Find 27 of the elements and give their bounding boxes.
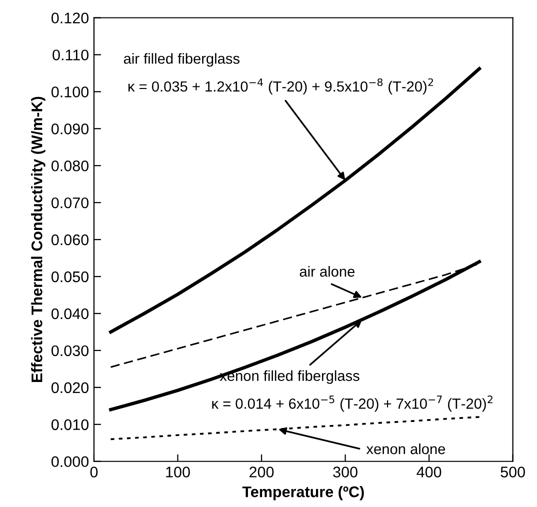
y-tick-label: 0.070 <box>51 197 89 208</box>
annotation: κ = 0.035 + 1.2x10$^{−4}$ (T-20) + 9.5x10$^{−8}$ (T-20)$^{2}$ <box>128 78 433 95</box>
y-tick-label: 0.120 <box>51 12 89 24</box>
y-tick-label: 0.030 <box>51 345 89 356</box>
y-tick-label: 0.010 <box>51 419 89 430</box>
y-tick-label: 0.110 <box>52 50 89 60</box>
annotation: air filled fiberglass <box>124 53 240 67</box>
y-tick-label: 0.090 <box>51 124 89 134</box>
y-tick-label: 0.020 <box>51 382 89 394</box>
x-tick-label: 400 <box>416 466 442 478</box>
x-tick-label: 500 <box>500 466 525 478</box>
x-axis-title: Temperature (ºC) <box>242 486 364 500</box>
y-tick-label: 0.000 <box>51 456 89 468</box>
x-tick-label: 0 <box>90 466 98 478</box>
annotation: air alone <box>300 266 355 277</box>
x-tick-label: 100 <box>166 466 190 478</box>
annotation: xenon alone <box>366 443 446 454</box>
annotation: κ = 0.014 + 6x10$^{−5}$ (T-20) + 7x10$^{−7}$ (T-20)$^{2}$ <box>212 396 492 412</box>
x-tick-label: 300 <box>333 466 358 478</box>
y-tick-label: 0.080 <box>51 160 89 172</box>
line-series <box>109 67 481 334</box>
y-tick-label: 0.100 <box>51 86 89 98</box>
y-tick-label: 0.040 <box>51 308 89 320</box>
x-tick-label: 200 <box>250 466 274 478</box>
y-tick-label: 0.050 <box>51 271 89 282</box>
y-tick-label: 0.060 <box>51 234 89 246</box>
y-axis-title: Effective Thermal Conductivity (W/m-K) <box>31 96 46 382</box>
